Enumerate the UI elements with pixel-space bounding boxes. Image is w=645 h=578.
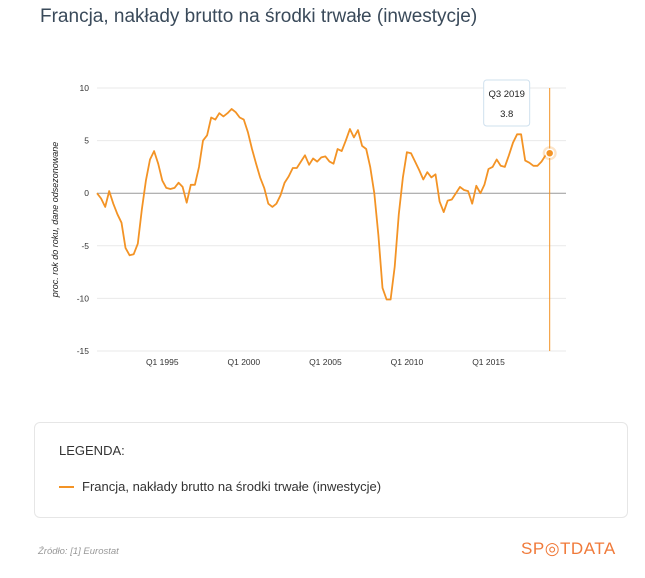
x-tick-label: Q1 2010 xyxy=(391,357,424,367)
tooltip: Q3 2019 3.8 xyxy=(483,79,531,127)
y-tick-label: 10 xyxy=(80,83,90,93)
y-tick-label: 0 xyxy=(84,188,89,198)
tooltip-label: Q3 2019 xyxy=(488,89,524,100)
y-axis: 10 5 0 -5 -10 -15 xyxy=(77,83,90,356)
tooltip-value: 3.8 xyxy=(500,109,513,120)
legend-entry[interactable]: Francja, nakłady brutto na środki trwałe… xyxy=(59,479,381,494)
x-tick-label: Q1 2000 xyxy=(228,357,261,367)
series-line-francja[interactable] xyxy=(96,108,551,301)
brand-text-suffix: TDATA xyxy=(560,539,616,558)
brand-o-icon: ◎ xyxy=(544,539,561,558)
legend-swatch xyxy=(59,485,74,488)
tooltip-box xyxy=(483,79,531,127)
x-tick-label: Q1 2005 xyxy=(309,357,342,367)
line-chart[interactable]: 10 5 0 -5 -10 -15 Q1 1995 Q1 2000 Q1 2005 Q1 201… xyxy=(0,0,645,420)
y-tick-label: -5 xyxy=(81,241,89,251)
y-tick-label: -15 xyxy=(77,346,90,356)
legend: LEGENDA: Francja, nakłady brutto na środ… xyxy=(34,422,628,518)
x-tick-label: Q1 2015 xyxy=(472,357,505,367)
source-note: Źródło: [1] Eurostat xyxy=(38,546,119,557)
x-tick-label: Q1 1995 xyxy=(146,357,179,367)
brand-logo[interactable]: SP◎TDATA xyxy=(521,539,616,559)
y-tick-label: 5 xyxy=(84,136,89,146)
x-axis: Q1 1995 Q1 2000 Q1 2005 Q1 2010 Q1 2015 xyxy=(146,357,505,367)
legend-title: LEGENDA: xyxy=(59,443,125,458)
grid-lines xyxy=(97,87,566,352)
legend-label: Francja, nakłady brutto na środki trwałe… xyxy=(82,479,382,494)
brand-text-prefix: SP xyxy=(521,539,545,558)
y-tick-label: -10 xyxy=(77,293,90,303)
y-axis-label: proc. rok do roku, dane odsezonowane xyxy=(50,142,60,299)
chart-title: Francja, nakłady brutto na środki trwałe… xyxy=(40,6,478,27)
hover-marker[interactable] xyxy=(544,148,555,158)
